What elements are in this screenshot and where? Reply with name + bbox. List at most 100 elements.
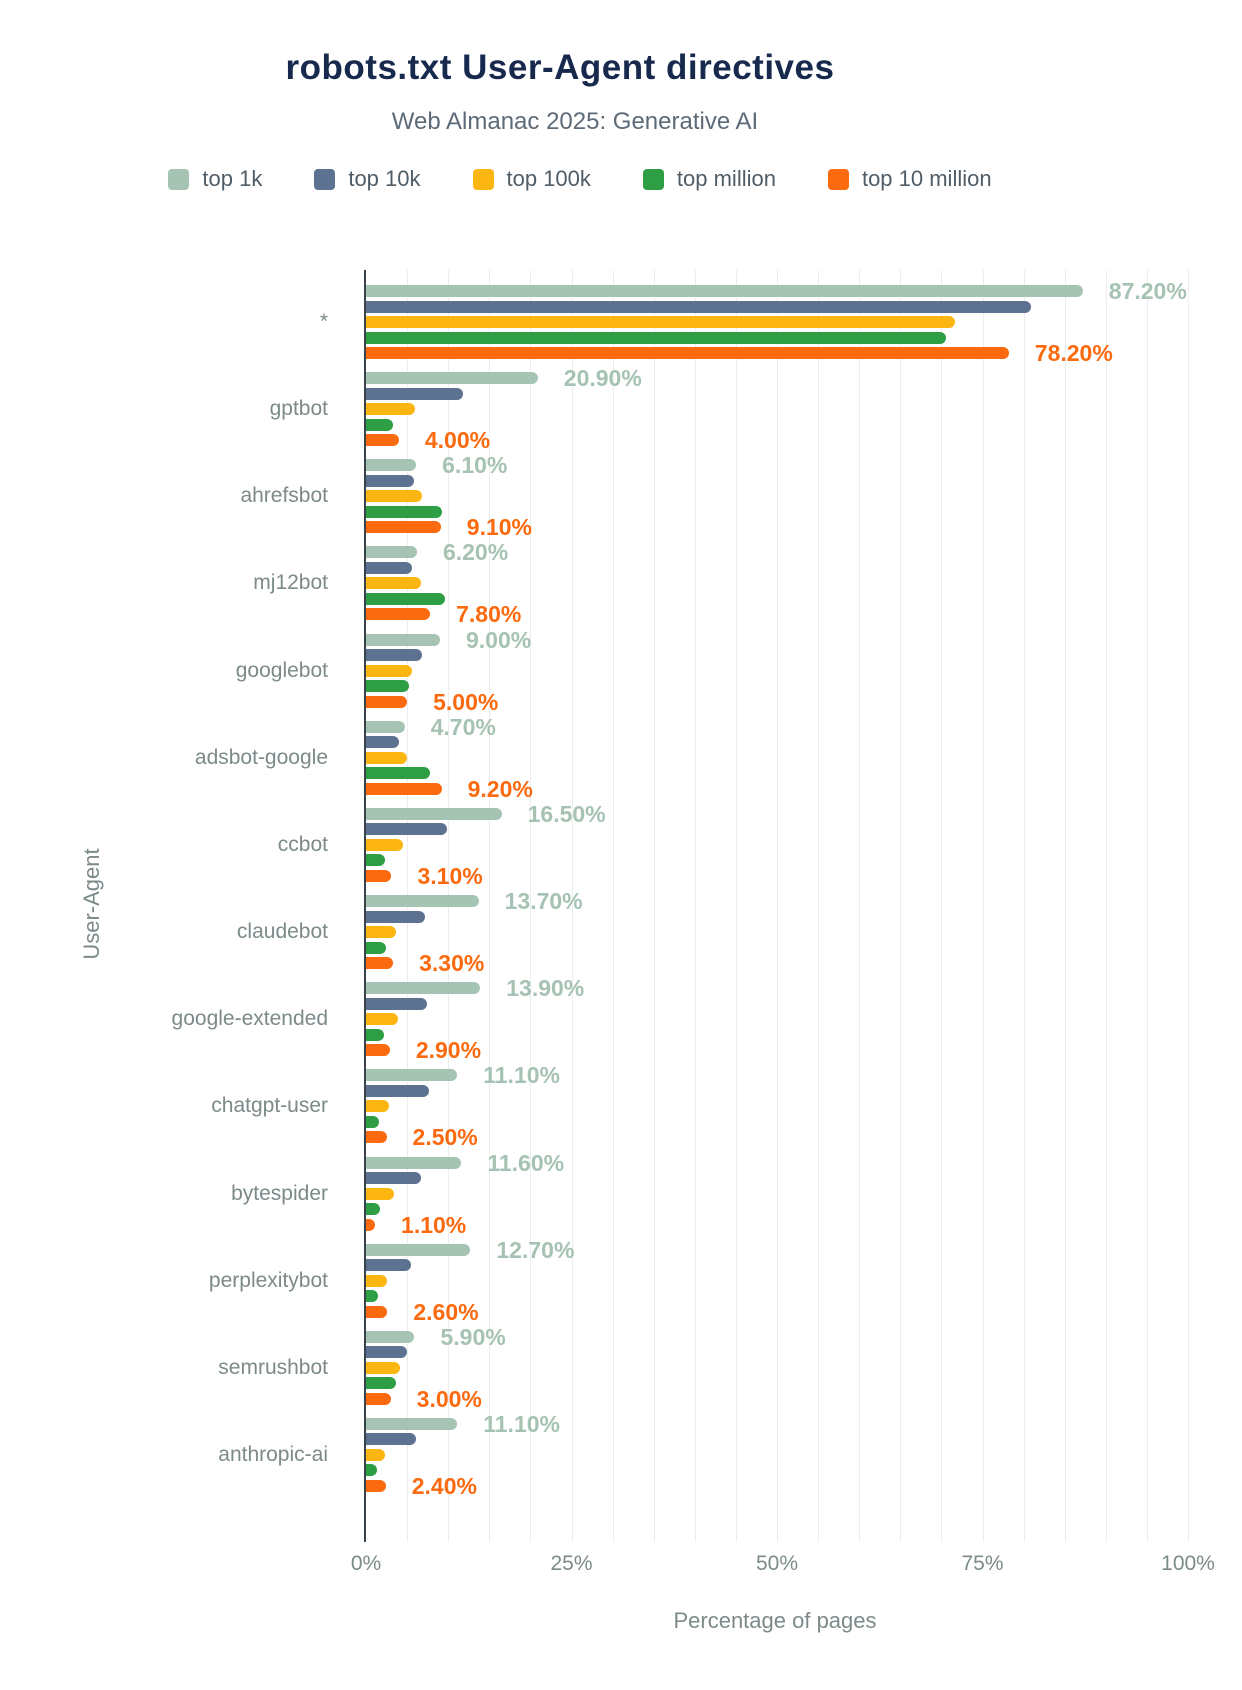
gridline (489, 270, 491, 1542)
y-axis-line (364, 270, 366, 1542)
category-label: * (319, 310, 328, 333)
category-label: google-extended (171, 1007, 328, 1031)
bar-top-10-million-chatgpt-user (366, 1131, 387, 1144)
value-label: 78.20% (1034, 340, 1113, 366)
bar-top-10k-adsbot-google (366, 736, 399, 749)
category-label: perplexitybot (208, 1268, 328, 1292)
legend-label: top 1k (202, 166, 263, 191)
bar-top-10k-anthropic-ai (366, 1433, 417, 1446)
gridline (777, 270, 778, 1542)
legend-item-top-100k[interactable]: top 100k (472, 166, 591, 192)
bar-top-million-mj12bot (366, 592, 445, 605)
bar-top-100k-googlebot (366, 664, 413, 677)
bar-top-1k-bytespider (366, 1156, 462, 1169)
bar-top-10-million-google-extended (366, 1044, 390, 1057)
category-label: ccbot (277, 832, 328, 856)
value-label: 2.40% (411, 1472, 477, 1499)
gridline (653, 270, 655, 1542)
value-label: 13.70% (504, 888, 583, 915)
bar-top-10k-gptbot (366, 387, 463, 400)
value-label: 9.20% (467, 775, 533, 802)
bar-top-1k-chatgpt-user (366, 1069, 458, 1082)
bar-top-1k-perplexitybot (366, 1243, 471, 1256)
bar-top-1k-ccbot (366, 807, 502, 820)
legend-swatch (827, 168, 849, 190)
bar-top-10k-semrushbot (366, 1346, 408, 1359)
value-label: 16.50% (527, 800, 606, 827)
gridline (941, 270, 943, 1542)
bar-top-10k-googlebot (366, 649, 422, 662)
bar-top-100k-adsbot-google (366, 751, 408, 764)
bar-top-1k-star (366, 285, 1083, 297)
bar-top-10k-star (366, 300, 1031, 313)
legend-swatch (314, 168, 336, 190)
bar-top-million-perplexitybot (366, 1290, 379, 1303)
legend-label: top 100k (506, 166, 591, 191)
value-label: 9.10% (466, 514, 533, 541)
x-tick-label: 0% (350, 1552, 382, 1575)
bar-top-10-million-claudebot (366, 957, 394, 970)
value-label: 20.90% (563, 365, 642, 392)
bar-top-100k-bytespider (366, 1187, 394, 1200)
value-label: 4.00% (424, 427, 491, 454)
legend-label: top 10 million (861, 166, 992, 191)
bar-top-1k-mj12bot (366, 546, 417, 559)
value-label: 12.70% (496, 1236, 575, 1263)
x-tick-label: 100% (1161, 1552, 1215, 1575)
bar-top-100k-google-extended (366, 1013, 399, 1026)
bar-top-10-million-perplexitybot (366, 1305, 388, 1318)
legend-item-top-10-million[interactable]: top 10 million (827, 166, 992, 192)
bar-top-100k-gptbot (366, 403, 416, 416)
bar-top-1k-anthropic-ai (366, 1417, 458, 1430)
bar-top-1k-ahrefsbot (366, 459, 417, 472)
bar-top-10-million-semrushbot (366, 1392, 391, 1405)
bar-top-1k-gptbot (366, 372, 538, 385)
legend: top 1k top 10k top 100k top million top 10 m… (0, 166, 1160, 192)
bar-top-10k-google-extended (366, 997, 427, 1010)
bar-top-10k-chatgpt-user (366, 1084, 430, 1097)
bar-top-10-million-mj12bot (366, 608, 431, 621)
bar-top-1k-adsbot-google (366, 720, 405, 733)
bar-top-million-ccbot (366, 854, 385, 867)
bar-top-million-ahrefsbot (366, 505, 443, 518)
x-tick-label: 75% (961, 1552, 1004, 1575)
bar-top-1k-googlebot (366, 633, 440, 646)
bar-top-100k-star (366, 316, 955, 328)
bar-top-1k-semrushbot (366, 1330, 415, 1343)
value-label: 9.00% (465, 626, 532, 653)
category-label: semrushbot (218, 1355, 328, 1379)
value-label: 5.90% (440, 1323, 506, 1350)
gridline (900, 270, 902, 1542)
bar-top-10-million-ahrefsbot (366, 521, 441, 534)
gridline (612, 270, 614, 1542)
x-axis-title: Percentage of pages (673, 1608, 877, 1633)
bar-top-100k-claudebot (366, 926, 397, 939)
bar-top-10-million-bytespider (366, 1218, 376, 1231)
bar-top-100k-perplexitybot (366, 1274, 388, 1287)
value-label: 3.00% (416, 1385, 482, 1412)
bar-top-10-million-ccbot (366, 869, 392, 882)
legend-label: top million (676, 166, 776, 191)
value-label: 5.00% (433, 688, 499, 715)
category-label: chatgpt-user (211, 1094, 328, 1118)
value-label: 11.10% (483, 1410, 560, 1437)
legend-item-top-10k[interactable]: top 10k (314, 166, 421, 192)
value-label: 13.90% (506, 975, 585, 1002)
bar-top-million-bytespider (366, 1203, 380, 1215)
bar-top-10-million-googlebot (366, 695, 408, 708)
bar-top-100k-semrushbot (366, 1361, 400, 1374)
bar-top-10k-ccbot (366, 823, 448, 836)
gridline (818, 270, 820, 1542)
x-tick-label: 25% (550, 1552, 593, 1575)
bar-top-million-adsbot-google (366, 767, 431, 780)
category-label: googlebot (235, 658, 328, 682)
value-label: 1.10% (401, 1211, 467, 1238)
bar-top-10-million-anthropic-ai (366, 1479, 386, 1492)
bar-top-100k-mj12bot (366, 577, 422, 590)
legend-item-top-million[interactable]: top million (642, 166, 776, 192)
legend-item-top-1k[interactable]: top 1k (168, 166, 262, 192)
bar-top-100k-chatgpt-user (366, 1100, 390, 1113)
bar-top-1k-claudebot (366, 895, 479, 908)
category-label: anthropic-ai (218, 1442, 328, 1466)
